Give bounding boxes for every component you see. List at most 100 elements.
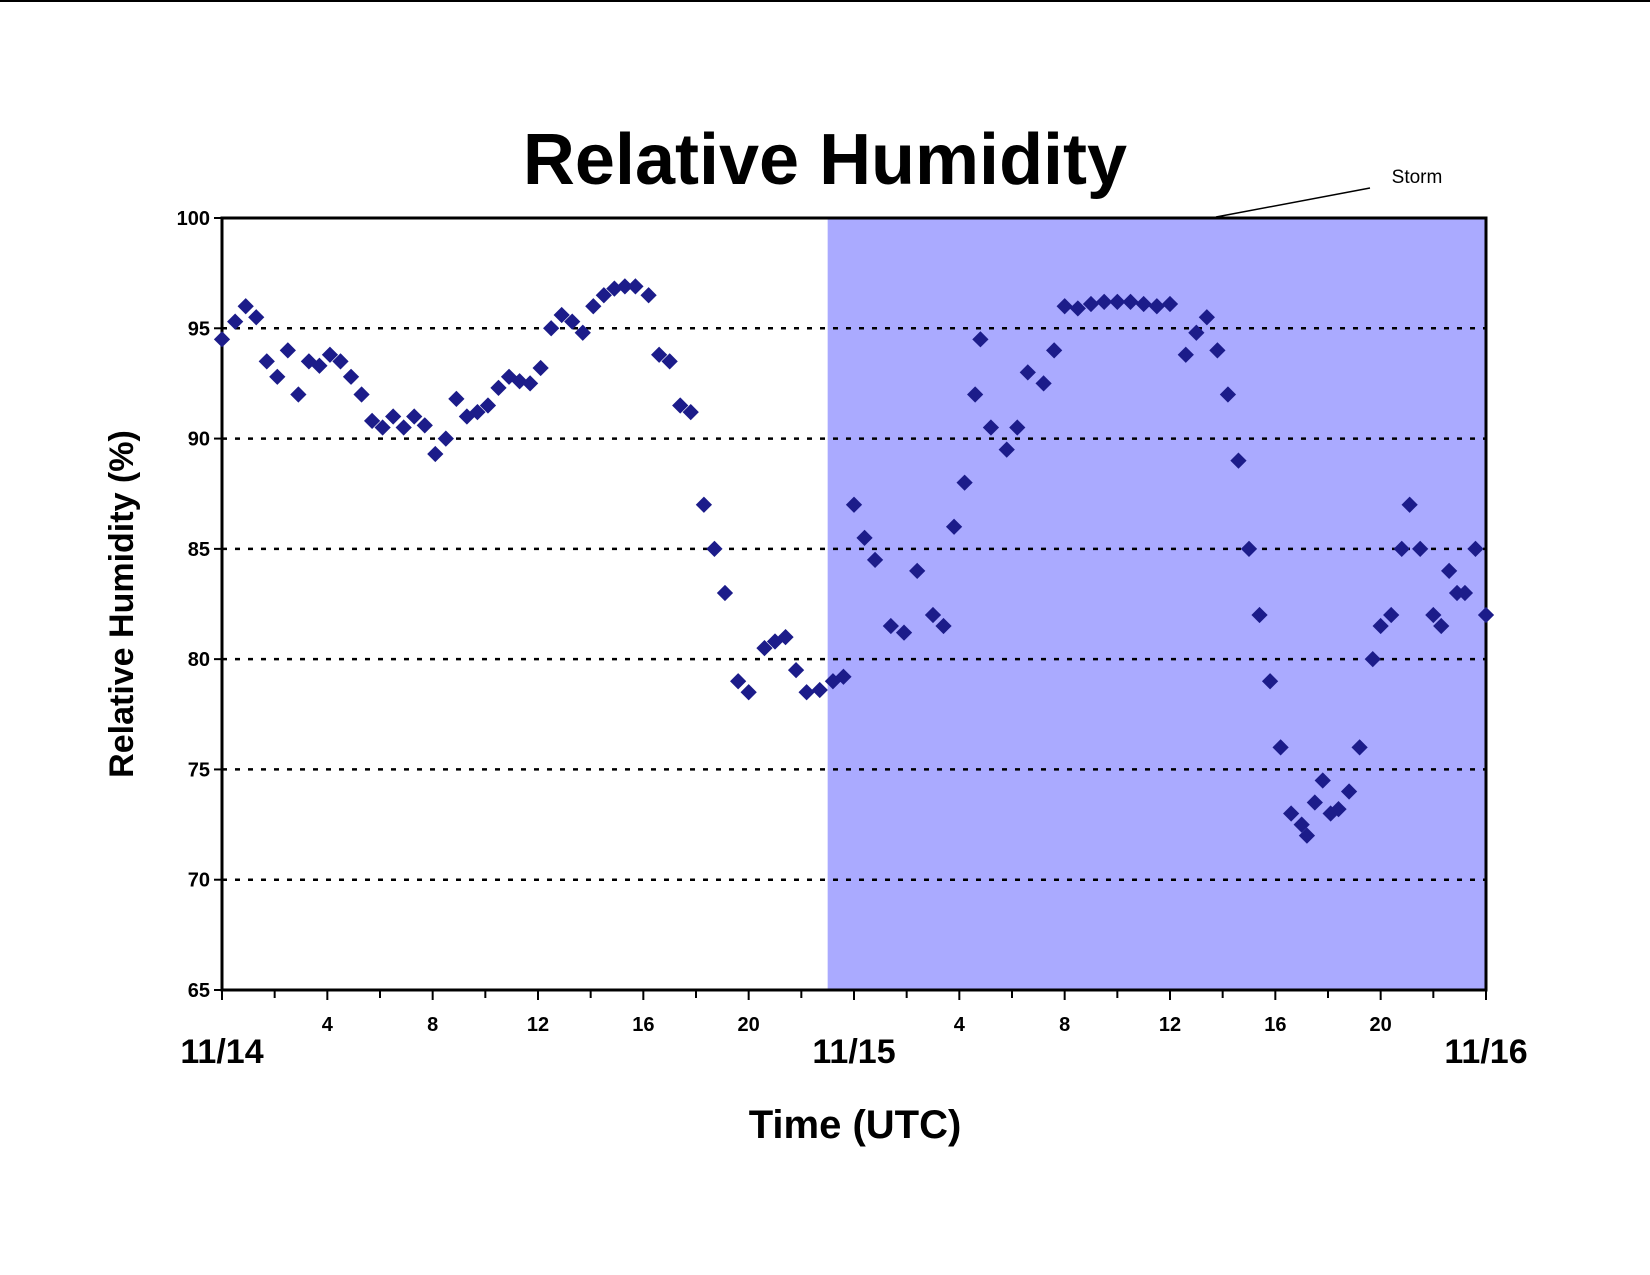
data-point (1283, 805, 1300, 822)
data-point (982, 419, 1000, 436)
data-point (363, 412, 381, 430)
data-point (956, 474, 973, 491)
plot-area: 65 70 75 80 85 90 95 100 11/14 4 8 12 16 20 11/15 4 8 12 1… (177, 208, 1528, 1071)
data-point (682, 403, 699, 421)
x-tick-label: 4 (954, 1014, 966, 1036)
data-point (1401, 496, 1418, 513)
data-point (521, 375, 539, 392)
data-point (798, 684, 815, 701)
data-point (374, 419, 391, 436)
data-point (448, 390, 465, 407)
data-point (835, 668, 852, 685)
data-point (945, 518, 963, 535)
data-point (1135, 295, 1152, 313)
data-point (1240, 540, 1258, 557)
data-point (895, 624, 913, 641)
data-point (237, 298, 254, 315)
data-point (909, 562, 926, 580)
data-point (1383, 606, 1400, 624)
data-point (640, 287, 657, 304)
data-point (311, 357, 328, 374)
plot-frame (220, 216, 1488, 992)
data-point (1433, 617, 1450, 635)
data-point (1069, 300, 1086, 317)
data-point (574, 324, 591, 341)
data-point (1306, 794, 1323, 811)
y-tick-label: 75 (188, 759, 210, 781)
data-point (258, 353, 275, 370)
data-point (437, 430, 454, 447)
data-point (1412, 540, 1429, 557)
data-point (543, 320, 560, 337)
data-point (1251, 606, 1268, 624)
x-tick-label: 4 (322, 1014, 334, 1036)
data-point (845, 496, 863, 513)
data-point (469, 403, 486, 421)
data-point (1230, 452, 1247, 469)
data-point (1372, 617, 1389, 635)
data-point (1477, 606, 1495, 624)
data-point (1467, 540, 1484, 557)
data-point (1272, 739, 1289, 756)
data-point (321, 346, 339, 363)
x-date-label: 11/16 (1444, 1033, 1527, 1071)
x-tick-label: 20 (1370, 1014, 1392, 1036)
data-point (1035, 375, 1052, 392)
data-point (1209, 342, 1226, 359)
data-point (564, 313, 581, 330)
x-tick-label: 16 (1264, 1014, 1286, 1036)
data-point (553, 306, 570, 324)
chart-title: Relative Humidity (523, 120, 1127, 200)
data-point (972, 331, 989, 348)
data-point (672, 397, 689, 414)
data-point (1261, 673, 1279, 690)
data-point (248, 309, 265, 326)
y-axis-title: Relative Humidity (%) (103, 430, 141, 778)
data-point (1096, 293, 1113, 310)
data-point (1177, 346, 1194, 363)
data-point (935, 617, 952, 635)
data-point (651, 346, 668, 363)
data-point (856, 529, 873, 546)
y-tick-label: 80 (188, 649, 210, 671)
data-point (1148, 298, 1165, 315)
data-point (1188, 324, 1205, 341)
y-tick-label: 95 (188, 318, 210, 340)
annotation: Storm (1392, 167, 1443, 188)
x-tick-label: 8 (427, 1014, 438, 1036)
data-point (756, 639, 773, 657)
data-point (532, 359, 549, 377)
data-point (342, 368, 360, 385)
data-point (1393, 540, 1410, 557)
data-point (500, 368, 518, 385)
data-point (1161, 295, 1179, 313)
x-tick-label: 8 (1059, 1014, 1070, 1036)
data-point (882, 617, 899, 635)
data-point (616, 278, 634, 295)
data-point (1219, 386, 1237, 403)
data-point (279, 342, 296, 359)
data-point (998, 441, 1015, 458)
x-tick-label: 12 (527, 1014, 549, 1036)
data-point (1082, 295, 1100, 313)
data-point (1456, 584, 1474, 602)
data-point (1293, 816, 1310, 833)
data-point (1441, 562, 1458, 580)
data-point (300, 353, 318, 370)
annotation-line (1215, 187, 1371, 218)
data-point (967, 386, 984, 403)
data-point (1122, 293, 1139, 310)
data-point (585, 298, 602, 315)
data-point (1314, 772, 1331, 789)
data-point (479, 397, 497, 414)
data-point (824, 673, 842, 690)
data-point (385, 408, 402, 425)
data-point (1056, 298, 1073, 315)
data-point (511, 373, 528, 390)
data-point (716, 584, 734, 602)
data-point (661, 353, 678, 370)
data-point (427, 445, 444, 463)
y-tick-label: 85 (188, 539, 210, 561)
